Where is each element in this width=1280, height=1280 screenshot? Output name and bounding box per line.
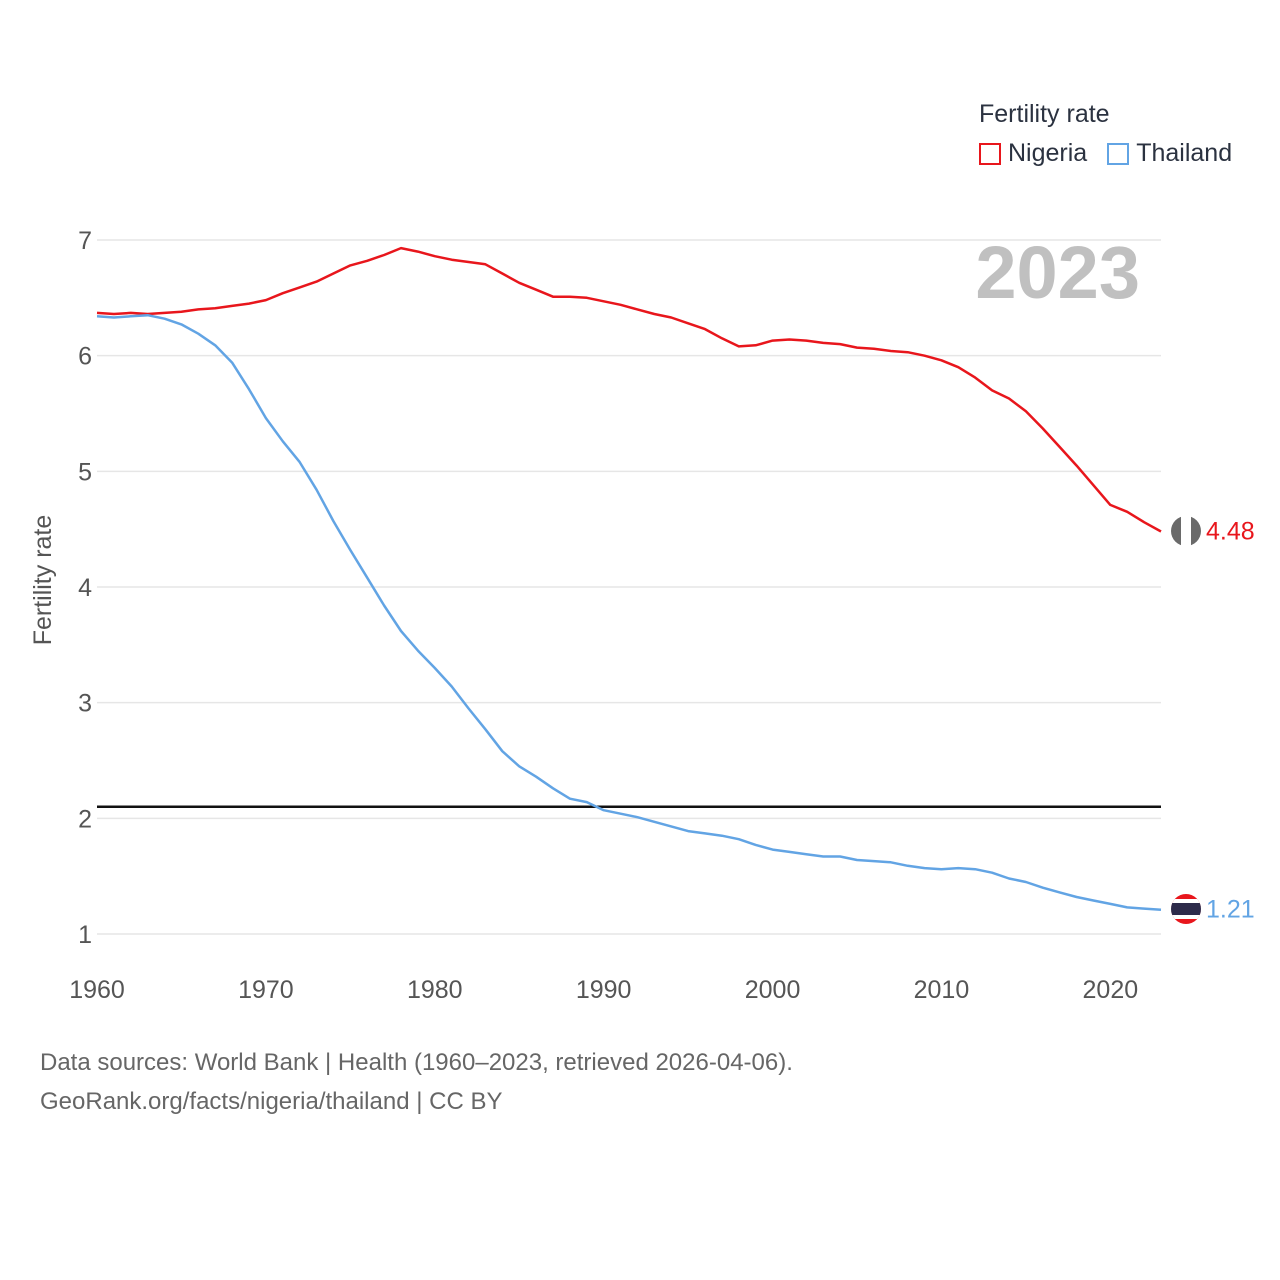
legend-label-nigeria: Nigeria	[1008, 139, 1088, 167]
series-line-nigeria	[96, 246, 1162, 533]
x-tick-label: 2010	[914, 976, 970, 1004]
x-tick-label: 2000	[745, 976, 801, 1004]
footer: Data sources: World Bank | Health (1960–…	[40, 1043, 793, 1121]
legend-swatch-thailand	[1107, 142, 1130, 165]
end-value-thailand: 1.21	[1206, 896, 1255, 924]
legend-item-nigeria[interactable]: Nigeria	[979, 139, 1087, 168]
legend: Fertility rate Nigeria Thailand	[979, 100, 1232, 168]
y-axis-title: Fertility rate	[29, 515, 57, 646]
legend-label-thailand: Thailand	[1136, 139, 1233, 167]
y-tick-label: 4	[78, 574, 92, 602]
axis-ticks: 1 2 3 4 5 6 7 1960 1970 1980 1990 2000 2010 2020	[69, 227, 1138, 1004]
x-tick-label: 1960	[69, 976, 125, 1004]
end-markers: 4.48 1.21	[1171, 516, 1255, 924]
y-tick-label: 3	[78, 690, 92, 718]
end-value-nigeria: 4.48	[1206, 517, 1255, 545]
x-tick-label: 1980	[407, 976, 463, 1004]
x-tick-label: 1990	[576, 976, 632, 1004]
nigeria-flag-icon	[1171, 516, 1201, 546]
y-tick-label: 1	[78, 921, 92, 949]
y-tick-label: 7	[78, 227, 92, 255]
source-link[interactable]: GeoRank.org/facts/nigeria/thailand | CC …	[40, 1088, 503, 1115]
legend-swatch-nigeria	[979, 142, 1001, 165]
data-source-note: Data sources: World Bank | Health (1960–…	[40, 1049, 793, 1076]
y-tick-label: 5	[78, 458, 92, 486]
y-tick-label: 6	[78, 343, 92, 371]
series-line-thailand	[96, 313, 1162, 911]
y-tick-label: 2	[78, 805, 92, 833]
x-tick-label: 1970	[238, 976, 294, 1004]
legend-item-thailand[interactable]: Thailand	[1107, 139, 1232, 168]
year-label: 2023	[975, 231, 1140, 314]
series-lines	[96, 246, 1162, 911]
grid-lines	[97, 239, 1161, 935]
thailand-flag-icon	[1171, 894, 1201, 924]
legend-title: Fertility rate	[979, 100, 1110, 128]
x-tick-label: 2020	[1083, 976, 1139, 1004]
